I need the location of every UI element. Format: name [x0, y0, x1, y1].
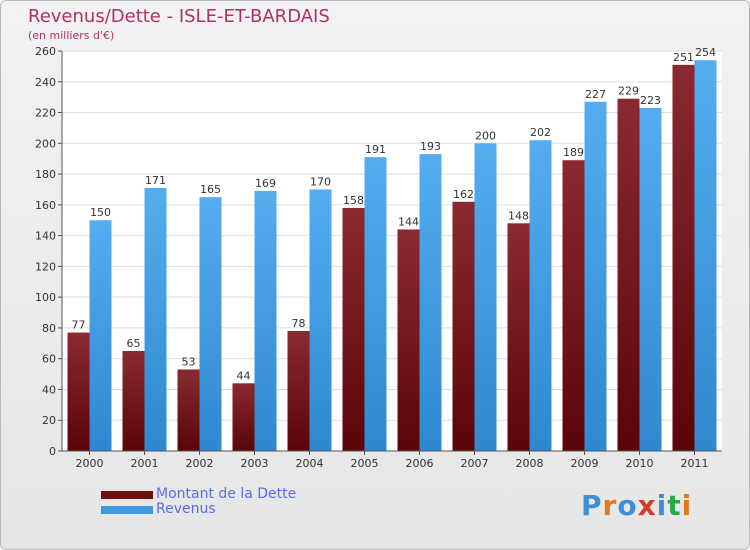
bar-revenue [309, 189, 332, 451]
legend-label-revenue: Revenus [156, 501, 216, 517]
bar-debt [122, 351, 145, 451]
x-tick-label: 2008 [516, 457, 544, 470]
bar-revenue [694, 60, 717, 451]
x-tick-label: 2007 [461, 457, 489, 470]
legend-label-debt: Montant de la Dette [156, 486, 297, 502]
x-tick-label: 2001 [131, 457, 159, 470]
data-label-revenue: 200 [475, 129, 496, 142]
data-label-revenue: 227 [585, 88, 606, 101]
data-label-revenue: 171 [145, 174, 166, 187]
data-label-debt: 148 [508, 209, 529, 222]
bar-revenue [144, 187, 167, 451]
bar-revenue [584, 101, 607, 452]
x-tick-label: 2009 [571, 457, 599, 470]
y-tick-label: 140 [35, 230, 56, 243]
chart-title: Revenus/Dette - ISLE-ET-BARDAIS [28, 6, 330, 27]
data-label-debt: 251 [673, 51, 694, 64]
bar-debt [342, 207, 365, 451]
bar-revenue [529, 140, 552, 451]
y-tick-label: 220 [35, 107, 56, 120]
logo-letter: i [656, 489, 668, 522]
data-label-debt: 144 [398, 215, 419, 228]
data-label-revenue: 165 [200, 183, 221, 196]
data-label-revenue: 193 [420, 140, 441, 153]
bar-debt [617, 98, 640, 451]
bar-debt [287, 331, 310, 451]
y-tick-label: 60 [42, 353, 56, 366]
data-label-revenue: 170 [310, 175, 331, 188]
data-label-revenue: 202 [530, 126, 551, 139]
y-tick-label: 200 [35, 137, 56, 150]
data-label-debt: 229 [618, 85, 639, 98]
y-tick-label: 20 [42, 414, 56, 427]
plot-area [62, 51, 722, 451]
logo-letter: t [667, 489, 682, 522]
bar-debt [67, 332, 90, 451]
x-tick-label: 2006 [406, 457, 434, 470]
y-tick-label: 80 [42, 322, 56, 335]
data-label-debt: 53 [182, 355, 196, 368]
y-tick-label: 260 [35, 45, 56, 58]
data-label-debt: 158 [343, 194, 364, 207]
legend-swatch-revenue [101, 506, 153, 514]
bar-revenue [199, 197, 222, 451]
logo-letter: r [602, 489, 618, 522]
bar-revenue [89, 220, 112, 451]
bar-revenue [419, 154, 442, 452]
x-tick-label: 2011 [681, 457, 709, 470]
bar-debt [232, 383, 255, 451]
data-label-debt: 189 [563, 146, 584, 159]
data-label-debt: 65 [127, 337, 141, 350]
y-tick-label: 120 [35, 260, 56, 273]
bar-debt [507, 223, 530, 451]
y-tick-label: 180 [35, 168, 56, 181]
y-tick-label: 0 [49, 445, 56, 458]
bar-revenue [364, 157, 387, 451]
bar-debt [562, 160, 585, 451]
legend-swatch-debt [101, 491, 153, 499]
x-tick-label: 2005 [351, 457, 379, 470]
data-label-revenue: 191 [365, 143, 386, 156]
data-label-revenue: 223 [640, 94, 661, 107]
chart-subtitle: (en milliers d'€) [28, 29, 115, 42]
y-tick-label: 240 [35, 76, 56, 89]
y-tick-label: 100 [35, 291, 56, 304]
data-label-debt: 162 [453, 188, 474, 201]
bar-revenue [639, 107, 662, 451]
bar-revenue [254, 191, 277, 451]
logo-letter: x [637, 489, 657, 522]
y-tick-label: 160 [35, 199, 56, 212]
bar-debt [452, 201, 475, 451]
x-tick-label: 2004 [296, 457, 324, 470]
data-label-revenue: 169 [255, 177, 276, 190]
data-label-debt: 44 [237, 369, 251, 382]
x-tick-label: 2010 [626, 457, 654, 470]
x-tick-label: 2002 [186, 457, 214, 470]
x-tick-label: 2000 [76, 457, 104, 470]
data-label-debt: 78 [292, 317, 306, 330]
data-label-debt: 77 [72, 319, 86, 332]
data-label-revenue: 254 [695, 46, 716, 59]
bar-debt [672, 64, 695, 451]
x-tick-label: 2003 [241, 457, 269, 470]
logo-letter: o [617, 489, 638, 522]
logo-letter: i [681, 489, 693, 522]
logo-letter: P [581, 489, 603, 522]
bar-debt [397, 229, 420, 451]
data-label-revenue: 150 [90, 206, 111, 219]
proxiti-logo: Proxiti [581, 489, 692, 522]
bar-debt [177, 369, 200, 451]
y-tick-label: 40 [42, 383, 56, 396]
bar-revenue [474, 143, 497, 452]
